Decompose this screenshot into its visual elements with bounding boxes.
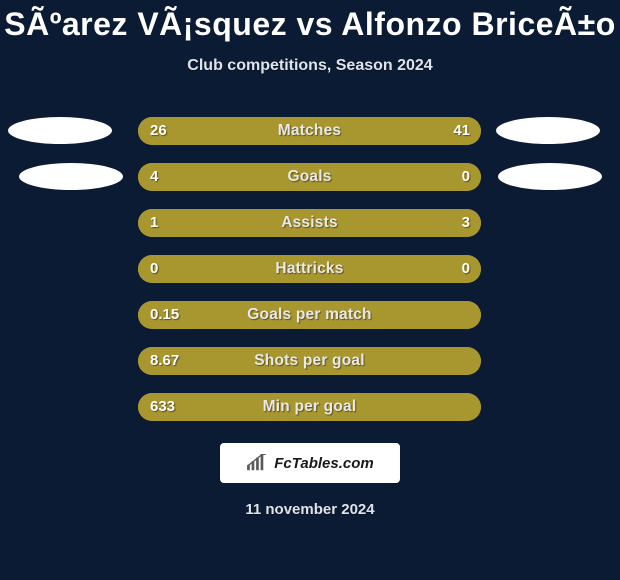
stat-row: 13Assists — [0, 209, 620, 237]
stat-label: Hattricks — [138, 255, 481, 283]
stat-label: Matches — [138, 117, 481, 145]
player2-marker — [496, 117, 600, 144]
stats-rows: 2641Matches40Goals13Assists00Hattricks0.… — [0, 117, 620, 421]
stat-label: Min per goal — [138, 393, 481, 421]
stat-row: 00Hattricks — [0, 255, 620, 283]
player1-marker — [8, 117, 112, 144]
player2-marker — [498, 163, 602, 190]
watermark-text: FcTables.com — [274, 455, 373, 472]
player1-marker — [19, 163, 123, 190]
comparison-infographic: SÃºarez VÃ¡squez vs Alfonzo BriceÃ±o Clu… — [0, 0, 620, 580]
stat-row: 8.67Shots per goal — [0, 347, 620, 375]
page-subtitle: Club competitions, Season 2024 — [0, 57, 620, 75]
stat-label: Goals per match — [138, 301, 481, 329]
bars-icon — [246, 454, 268, 472]
stat-row: 0.15Goals per match — [0, 301, 620, 329]
stat-label: Shots per goal — [138, 347, 481, 375]
stat-label: Assists — [138, 209, 481, 237]
stat-label: Goals — [138, 163, 481, 191]
stat-row: 633Min per goal — [0, 393, 620, 421]
watermark: FcTables.com — [220, 443, 400, 483]
page-title: SÃºarez VÃ¡squez vs Alfonzo BriceÃ±o — [0, 6, 620, 43]
date-label: 11 november 2024 — [0, 501, 620, 518]
